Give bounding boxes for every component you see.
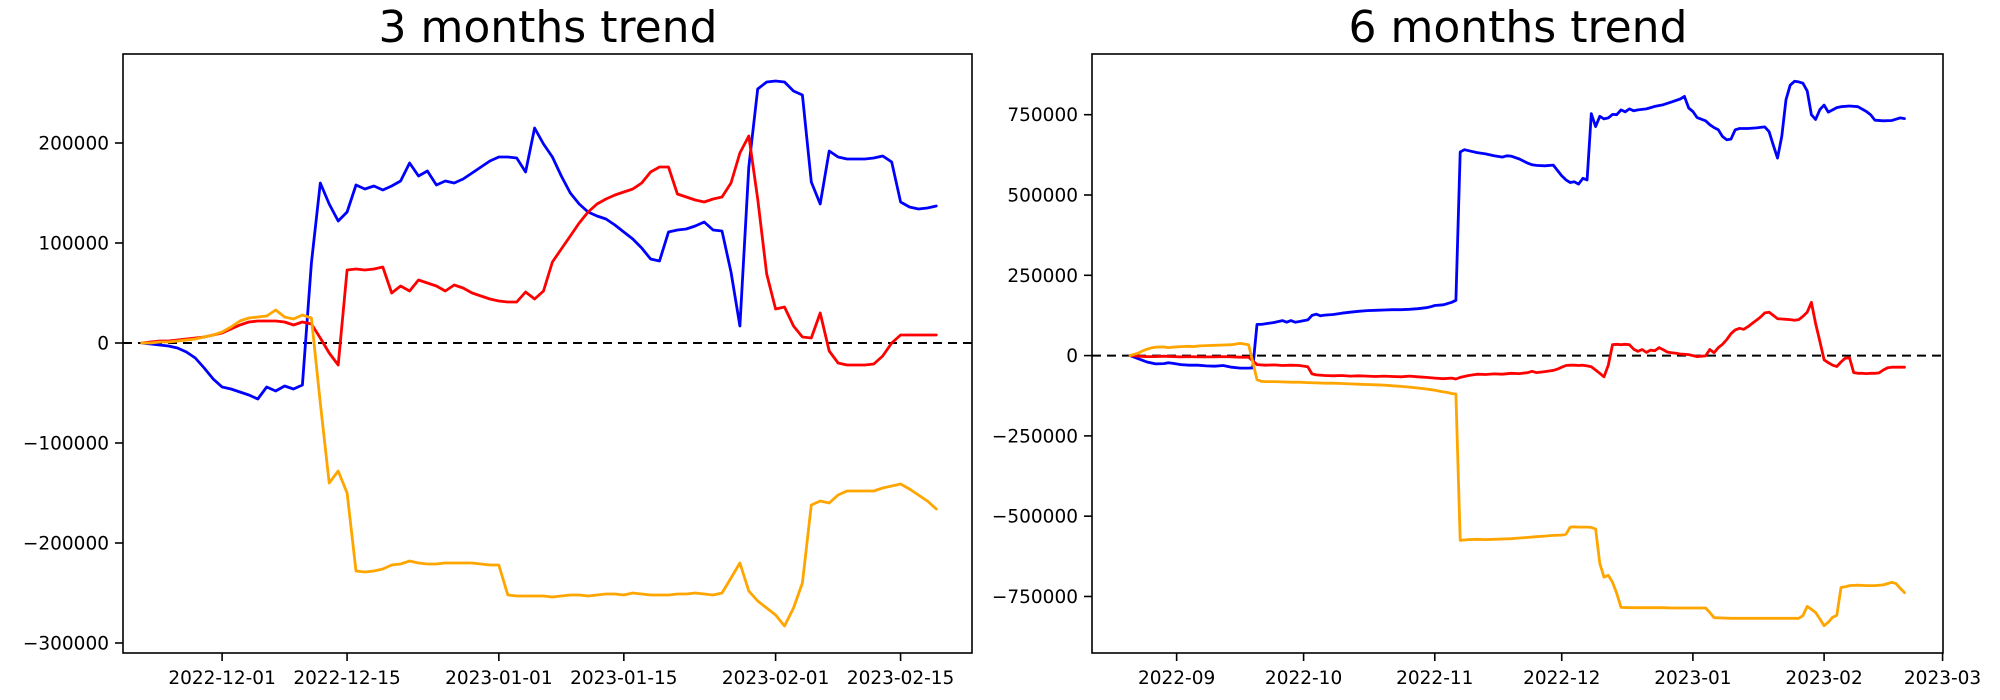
x-tick-label: 2022-11	[1396, 668, 1473, 689]
chart-title-6-months: 6 months trend	[1348, 2, 1688, 53]
x-tick-label: 2022-12-01	[168, 668, 276, 689]
y-tick-label: −500000	[992, 507, 1078, 528]
x-tick-label: 2022-10	[1265, 668, 1342, 689]
x-tick-label: 2022-12	[1523, 668, 1600, 689]
y-tick-label: 500000	[1007, 185, 1078, 206]
series-line-red	[140, 134, 938, 367]
y-tick-label: 750000	[1007, 105, 1078, 126]
x-tick-label: 2023-02-01	[722, 668, 830, 689]
x-tick-label: 2023-03	[1904, 668, 1981, 689]
y-tick-label: −100000	[23, 434, 109, 455]
y-tick-label: −300000	[23, 634, 109, 655]
x-tick-label: 2023-02-15	[847, 668, 955, 689]
x-tick-label: 2023-02	[1785, 668, 1862, 689]
plot-border	[1091, 53, 1944, 654]
x-tick-label: 2023-01-01	[445, 668, 553, 689]
plot-border	[122, 53, 973, 654]
x-tick-label: 2022-09	[1138, 668, 1215, 689]
series-line-orange	[1128, 341, 1906, 628]
y-tick-label: −200000	[23, 534, 109, 555]
x-tick-label: 2022-12-15	[293, 668, 401, 689]
x-tick-label: 2023-01	[1654, 668, 1731, 689]
series-line-blue	[140, 79, 938, 401]
series-line-blue	[1128, 79, 1906, 370]
series-line-red	[1128, 300, 1906, 381]
y-tick-label: 200000	[38, 134, 109, 155]
y-tick-label: 0	[1066, 346, 1078, 367]
y-tick-label: 0	[97, 334, 109, 355]
y-tick-label: −250000	[992, 426, 1078, 447]
y-tick-label: 250000	[1007, 266, 1078, 287]
x-tick-label: 2023-01-15	[570, 668, 678, 689]
chart-title-3-months: 3 months trend	[378, 2, 718, 53]
y-tick-label: −750000	[992, 587, 1078, 608]
series-line-orange	[140, 308, 938, 628]
y-tick-label: 100000	[38, 234, 109, 255]
